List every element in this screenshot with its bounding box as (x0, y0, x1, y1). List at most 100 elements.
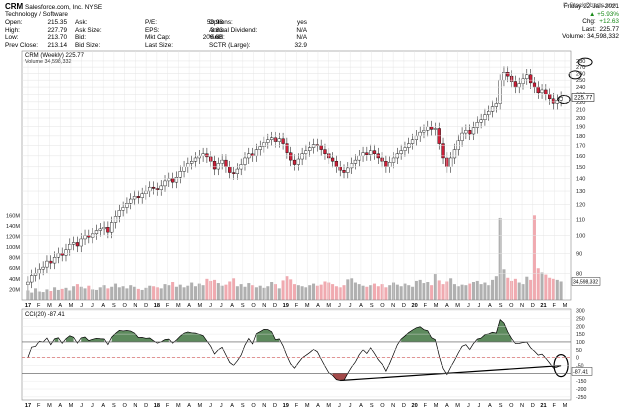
volume-bar (334, 286, 338, 300)
candle-body (292, 159, 297, 165)
volume-bar (536, 268, 540, 300)
candle-body (334, 161, 339, 167)
volume-bar (224, 284, 228, 300)
cci-x-tick-label: J (338, 403, 341, 408)
candle-body (349, 163, 354, 169)
volume-bar (251, 285, 255, 300)
volume-bar (201, 285, 205, 300)
cci-x-tick-label: 19 (283, 403, 289, 408)
volume-bar (228, 281, 232, 300)
candle-body (365, 152, 369, 155)
candle-body (319, 145, 323, 150)
candle-body (559, 97, 563, 101)
volume-bar (140, 289, 144, 300)
ticker-symbol: CRM (5, 2, 24, 11)
price-tick-label: 220 (576, 100, 585, 106)
volume-bar (212, 279, 217, 300)
volume-bar (296, 285, 300, 300)
volume-bar (270, 282, 274, 300)
cci-x-tick-label: A (58, 403, 62, 408)
price-tick-label: 200 (576, 116, 585, 122)
volume-bar (437, 280, 441, 300)
volume-bar (60, 288, 64, 300)
volume-bar (281, 280, 285, 300)
quote-date: Friday 22-Jan-2021 (563, 3, 619, 10)
volume-bar (319, 284, 323, 300)
stockcharts-watermark: © StockCharts.com (562, 2, 618, 9)
volume-bar (388, 285, 392, 300)
candle-body (338, 166, 342, 171)
candle-body (517, 83, 521, 88)
volume-bar (45, 289, 49, 300)
volume-bar (502, 269, 506, 300)
symbol-title: CRM Salesforce.com, Inc. NYSE (5, 3, 102, 12)
candle-body (71, 242, 76, 245)
cci-x-tick-label: A (316, 403, 320, 408)
price-tick-label: 160 (576, 154, 585, 160)
candle-body (37, 268, 41, 274)
stat-label: Bid Size: (75, 41, 101, 49)
chg-label: Chg: (582, 18, 596, 26)
price-x-tick-label: F (166, 303, 170, 309)
volume-bar (475, 280, 479, 300)
candle-body (68, 244, 72, 250)
candle-body (521, 78, 525, 84)
cci-x-tick-label: M (69, 403, 74, 408)
volume-bar (540, 272, 544, 300)
sector-label: Technology / Software (5, 11, 68, 18)
price-x-tick-label: 18 (154, 303, 160, 309)
cci-x-tick-label: A (488, 403, 492, 408)
candle-body (532, 82, 537, 88)
candle-body (380, 157, 384, 162)
price-x-tick-label: M (198, 303, 203, 309)
volume-bar (193, 286, 198, 300)
candle-body (468, 130, 472, 135)
volume-bar (559, 281, 563, 300)
price-x-tick-label: J (220, 303, 223, 309)
volume-bar (346, 279, 350, 300)
candle-body (277, 138, 281, 142)
volume-bar (37, 291, 41, 300)
cci-x-tick-label: D (402, 403, 406, 408)
volume-last-tag: 34,598,332 (573, 279, 598, 285)
candle-body (79, 238, 83, 247)
volume-bar (178, 284, 182, 300)
cci-x-tick-label: N (262, 403, 266, 408)
volume-bar (292, 284, 297, 300)
cci-x-tick-label: M (563, 403, 568, 408)
candle-body (330, 157, 335, 162)
volume-bar (262, 287, 266, 300)
price-x-tick-label: J (349, 303, 352, 309)
candle-body (479, 119, 483, 123)
price-tick-label: 250 (576, 78, 585, 84)
candle-body (30, 275, 34, 283)
volume-bar (418, 279, 422, 300)
volume-bar (430, 285, 434, 300)
volume-bar (468, 283, 472, 300)
annotation-oval (577, 57, 593, 67)
volume-bar (235, 286, 239, 300)
candle-body (372, 150, 377, 154)
volume-bar (273, 284, 277, 300)
candle-body (87, 235, 91, 238)
volume-bar (350, 278, 354, 300)
cci-x-tick-label: F (37, 403, 41, 408)
volume-bar (79, 286, 83, 300)
candle-body (551, 98, 556, 104)
cci-tick-label: -200 (576, 387, 586, 393)
cci-tick-label: 50 (576, 348, 582, 354)
candle-body (60, 253, 64, 256)
candle-body (83, 235, 87, 240)
last-value: 225.77 (599, 25, 619, 33)
price-x-tick-label: A (230, 303, 234, 309)
candle-body (536, 86, 540, 94)
candle-body (418, 131, 422, 137)
volume-bar (113, 283, 118, 300)
volume-panel (26, 215, 563, 300)
candle-body (460, 132, 464, 141)
volume-bar (399, 286, 403, 300)
price-x-tick-label: N (391, 303, 395, 309)
candle-body (212, 161, 217, 170)
chg-value: +12.63 (599, 18, 619, 26)
stat-label: Yield: (209, 34, 225, 42)
